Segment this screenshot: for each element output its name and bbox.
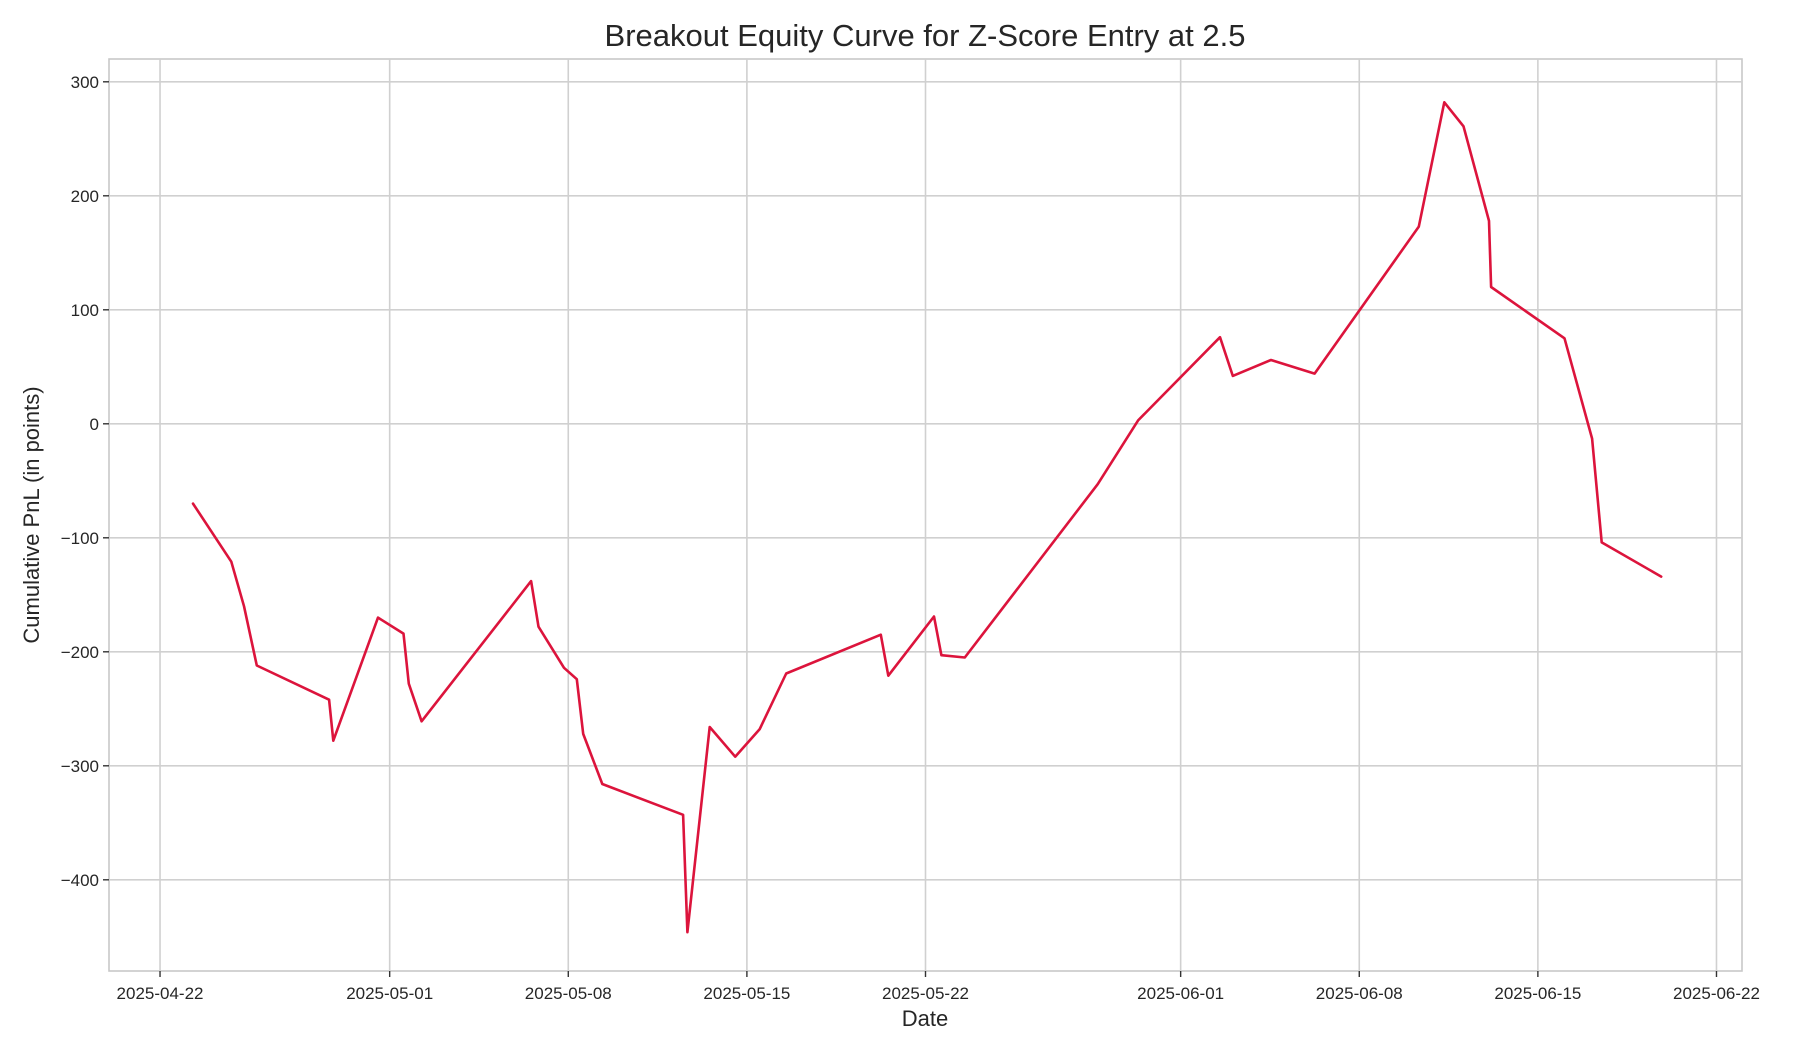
axis-ticks: 300 200 100 0 −100 −200 −300 −400 2025-04-22 2025… <box>61 73 1760 1003</box>
y-tick-label: −300 <box>61 757 99 776</box>
x-tick-label: 2025-05-22 <box>882 984 969 1003</box>
x-tick-label: 2025-04-22 <box>117 984 204 1003</box>
series-layer <box>191 101 1663 934</box>
y-tick-label: 100 <box>71 301 99 320</box>
y-tick-label: 0 <box>90 415 99 434</box>
y-tick-label: −200 <box>61 643 99 662</box>
grid-lines <box>109 59 1742 971</box>
y-tick-label: 200 <box>71 187 99 206</box>
y-tick-label: 300 <box>71 73 99 92</box>
y-tick-label: −100 <box>61 529 99 548</box>
x-tick-label: 2025-06-22 <box>1673 984 1760 1003</box>
equity-series-line <box>191 101 1663 934</box>
y-axis-label: Cumulative PnL (in points) <box>19 386 44 643</box>
chart-title: Breakout Equity Curve for Z-Score Entry … <box>605 18 1246 53</box>
x-tick-label: 2025-05-15 <box>703 984 790 1003</box>
x-tick-label: 2025-06-15 <box>1494 984 1581 1003</box>
x-tick-label: 2025-05-08 <box>525 984 612 1003</box>
x-tick-label: 2025-05-01 <box>346 984 433 1003</box>
x-axis-label: Date <box>902 1006 948 1031</box>
x-tick-label: 2025-06-01 <box>1137 984 1224 1003</box>
x-tick-label: 2025-06-08 <box>1316 984 1403 1003</box>
y-tick-label: −400 <box>61 871 99 890</box>
